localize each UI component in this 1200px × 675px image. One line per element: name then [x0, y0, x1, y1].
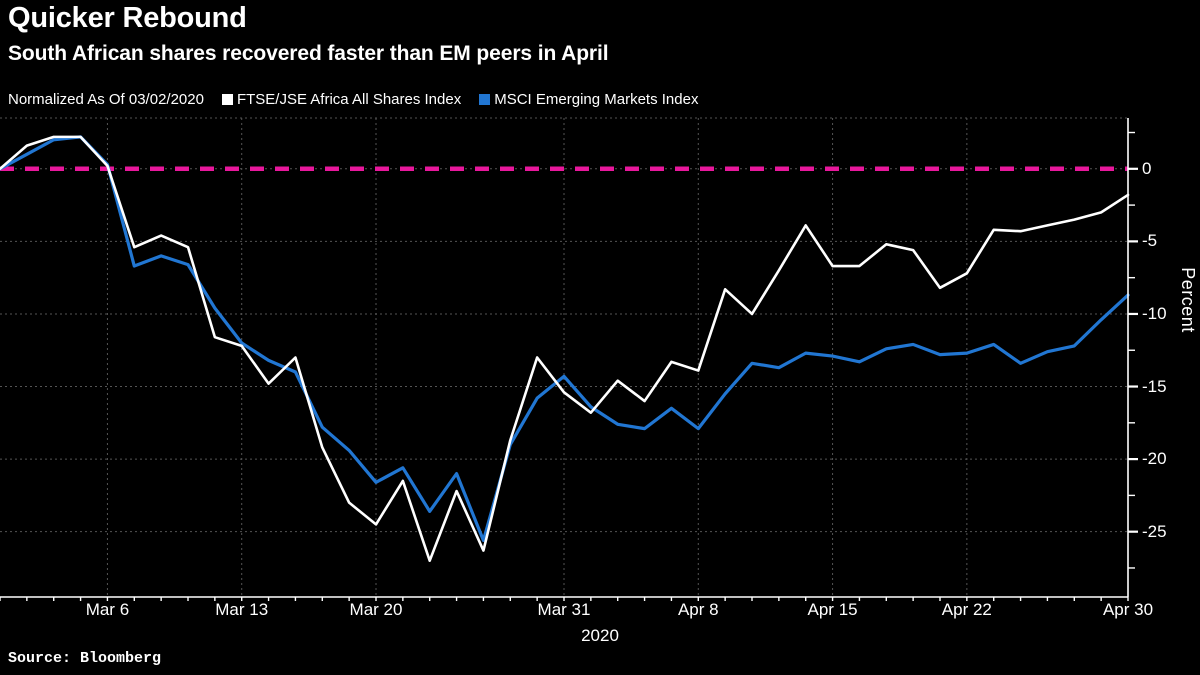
x-tick-label: Apr 15 [807, 600, 858, 619]
y-tick-label: -15 [1142, 376, 1167, 396]
x-axis-tick-labels: Mar 6 Mar 13 Mar 20 Mar 31 Apr 8 Apr 15 Apr 22… [0, 600, 1200, 630]
plot-area [0, 116, 1200, 601]
x-tick-label: Mar 31 [537, 600, 591, 619]
legend-item-msci: MSCI Emerging Markets Index [479, 91, 698, 108]
x-tick-label: Apr 30 [1102, 600, 1154, 619]
y-tick-label: -25 [1142, 521, 1167, 541]
source-note: Source: Bloomberg [8, 650, 162, 667]
series-line-ftse-jse [0, 135, 1130, 563]
y-tick-label: 0 [1142, 158, 1152, 178]
legend-item-ftse-jse: FTSE/JSE Africa All Shares Index [221, 90, 462, 108]
normalized-note: Normalized As Of 03/02/2020 [8, 90, 204, 108]
y-axis-title: Percent [1178, 267, 1198, 333]
line-chart-svg [0, 117, 1138, 601]
x-tick-label: Mar 13 [215, 600, 269, 619]
y-tick-label: -5 [1142, 231, 1158, 251]
page-title: Quicker Rebound [8, 2, 247, 34]
x-tick-label: Mar 6 [85, 600, 130, 619]
x-tick-label: Apr 8 [677, 600, 719, 619]
x-tick-label: Apr 22 [941, 600, 992, 619]
y-tick-label: -20 [1142, 449, 1167, 469]
legend-label-ftse-jse: FTSE/JSE Africa All Shares Index [236, 90, 462, 108]
series-line-msci [0, 135, 1130, 542]
x-axis-title: 2020 [581, 626, 619, 645]
y-tick-label: -10 [1142, 303, 1167, 323]
page-subtitle: South African shares recovered faster th… [8, 42, 609, 65]
legend-swatch-white [221, 93, 233, 105]
legend-label-msci: MSCI Emerging Markets Index [494, 90, 699, 108]
x-tick-label: Mar 20 [349, 600, 403, 619]
chart-legend: Normalized As Of 03/02/2020 FTSE/JSE Afr… [8, 88, 716, 110]
legend-swatch-blue [479, 93, 491, 105]
